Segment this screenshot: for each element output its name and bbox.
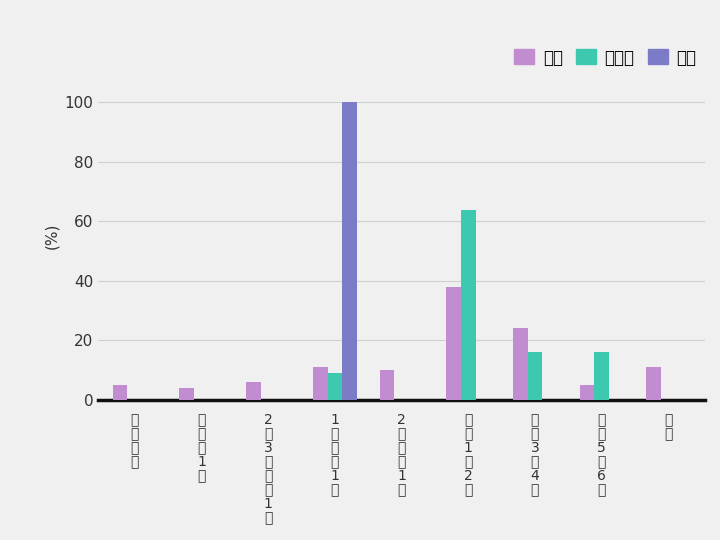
Bar — [446, 287, 461, 400]
Bar — [179, 388, 194, 400]
Bar — [461, 210, 476, 400]
Bar — [113, 385, 127, 400]
Bar — [342, 103, 357, 400]
Bar — [313, 367, 328, 400]
Bar — [594, 352, 609, 400]
Bar — [328, 373, 342, 400]
Y-axis label: (%): (%) — [44, 223, 59, 249]
Bar — [246, 382, 261, 400]
Bar — [647, 367, 661, 400]
Bar — [513, 328, 528, 400]
Bar — [528, 352, 542, 400]
Bar — [379, 370, 395, 400]
Bar — [580, 385, 594, 400]
Legend: 学生, 社会人, 無職: 学生, 社会人, 無職 — [508, 42, 703, 73]
